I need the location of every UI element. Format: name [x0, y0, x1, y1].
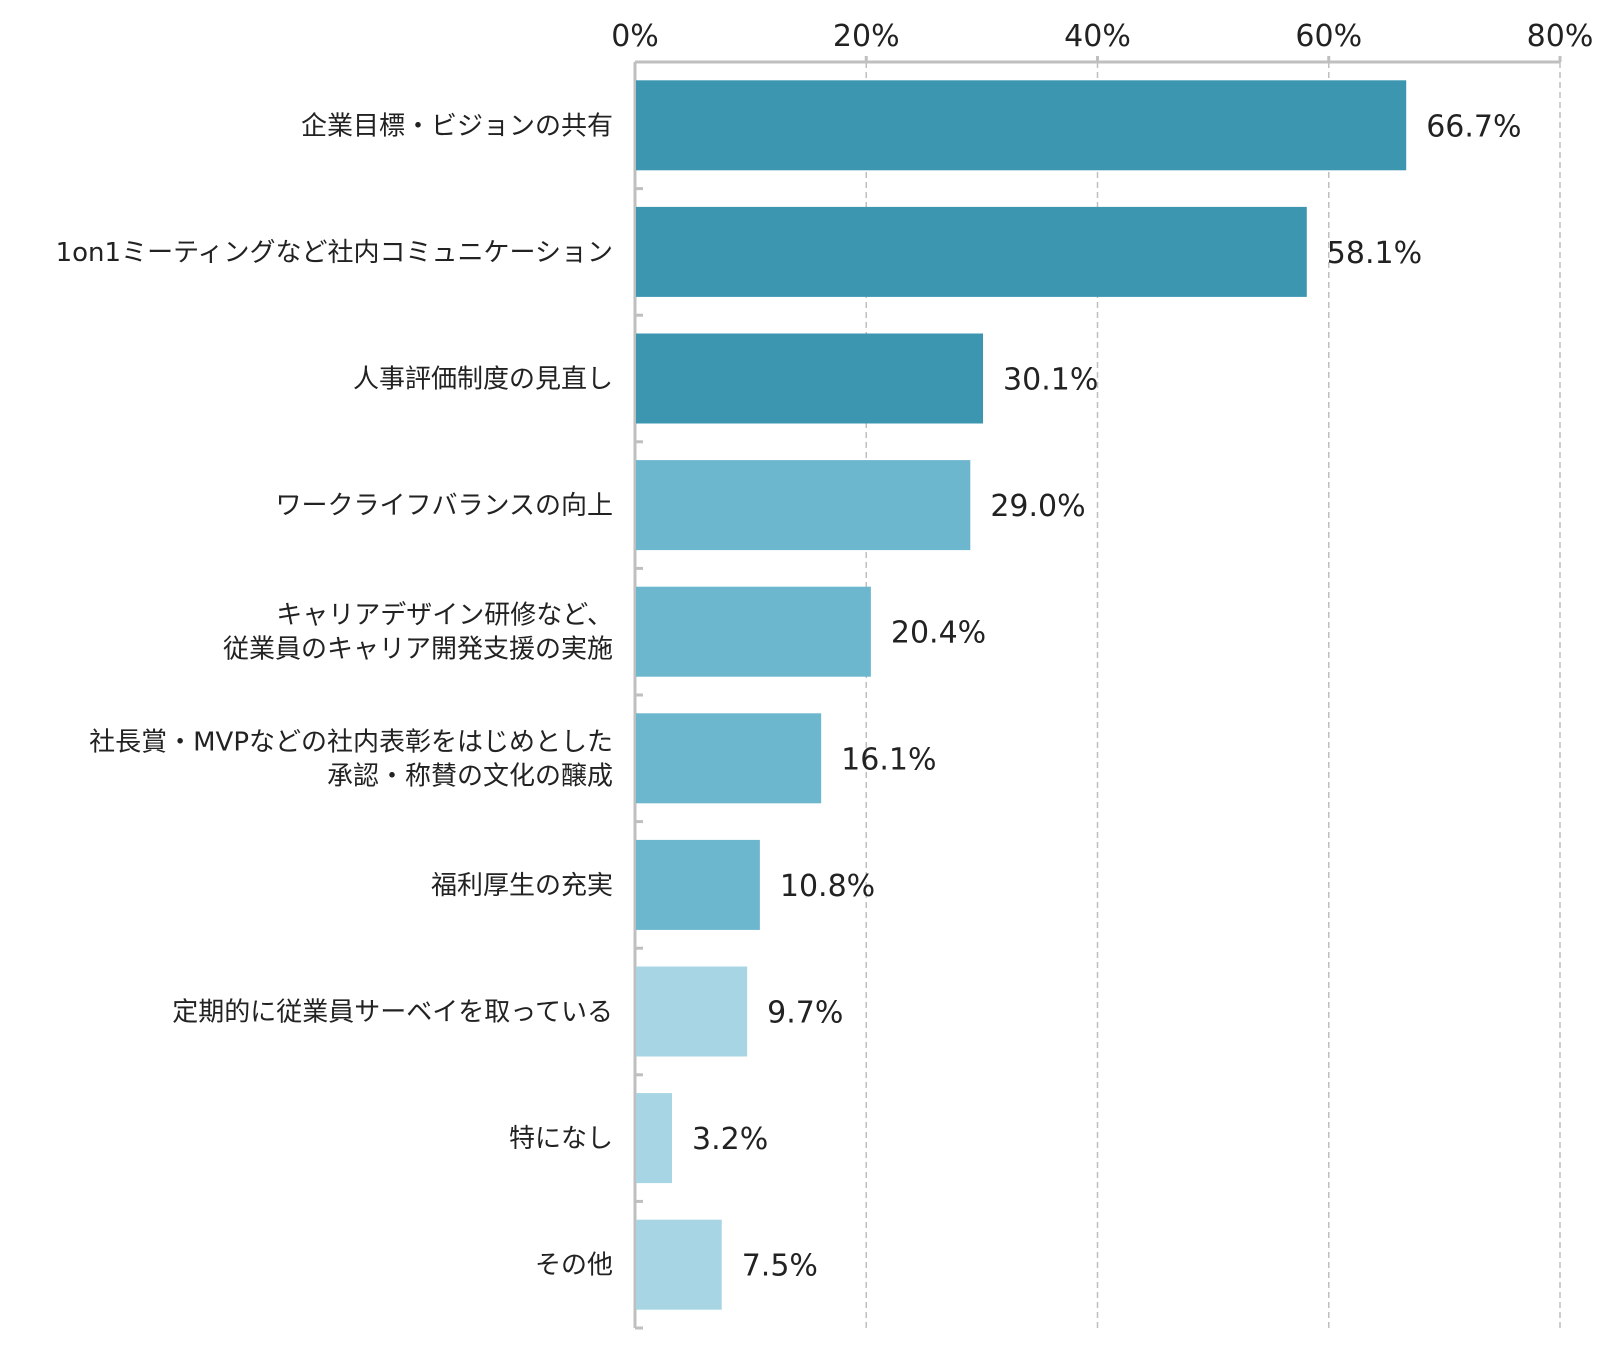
bar — [636, 206, 1307, 297]
bars — [636, 80, 1407, 1310]
category-label: 承認・称賛の文化の醸成 — [327, 761, 613, 791]
axes — [633, 56, 1562, 1330]
category-label: 人事評価制度の見直し — [353, 365, 613, 395]
category-label: ワークライフバランスの向上 — [276, 491, 613, 521]
x-tick-label: 60% — [1295, 19, 1362, 54]
category-label: 従業員のキャリア開発支援の実施 — [223, 635, 613, 665]
data-label: 3.2% — [692, 1122, 768, 1157]
data-label: 29.0% — [990, 489, 1085, 524]
bar — [636, 333, 984, 424]
data-label: 7.5% — [742, 1249, 818, 1284]
bar — [636, 713, 822, 804]
category-label: キャリアデザイン研修など、 — [276, 601, 613, 631]
category-label: 定期的に従業員サーベイを取っている — [172, 998, 613, 1028]
bar — [636, 966, 748, 1057]
category-label: その他 — [535, 1251, 613, 1281]
category-label: 社長賞・MVPなどの社内表彰をはじめとした — [89, 727, 613, 757]
data-label: 30.1% — [1003, 363, 1098, 398]
x-tick-label: 20% — [833, 19, 900, 54]
bar — [636, 460, 971, 551]
bar — [636, 839, 760, 930]
category-label: 企業目標・ビジョンの共有 — [301, 111, 613, 141]
bar — [636, 1093, 672, 1184]
data-label: 10.8% — [780, 869, 875, 904]
labels: 0% 20% 40% 60% 80% 66.7% 企業目標・ビジョンの共有 58.1% 1on1… — [56, 19, 1594, 1284]
bar — [636, 586, 871, 677]
bar — [636, 1219, 722, 1310]
x-tick-label: 80% — [1527, 19, 1594, 54]
category-label: 福利厚生の充実 — [431, 871, 613, 901]
data-label: 9.7% — [767, 996, 843, 1031]
data-label: 16.1% — [841, 742, 936, 777]
data-label: 58.1% — [1327, 236, 1422, 271]
bar — [636, 80, 1407, 171]
data-label: 20.4% — [891, 616, 986, 651]
data-label: 66.7% — [1426, 109, 1521, 144]
category-label: 1on1ミーティングなど社内コミュニケーション — [56, 238, 613, 268]
category-label: 特になし — [509, 1124, 613, 1154]
x-tick-label: 0% — [611, 19, 659, 54]
x-tick-label: 40% — [1064, 19, 1131, 54]
